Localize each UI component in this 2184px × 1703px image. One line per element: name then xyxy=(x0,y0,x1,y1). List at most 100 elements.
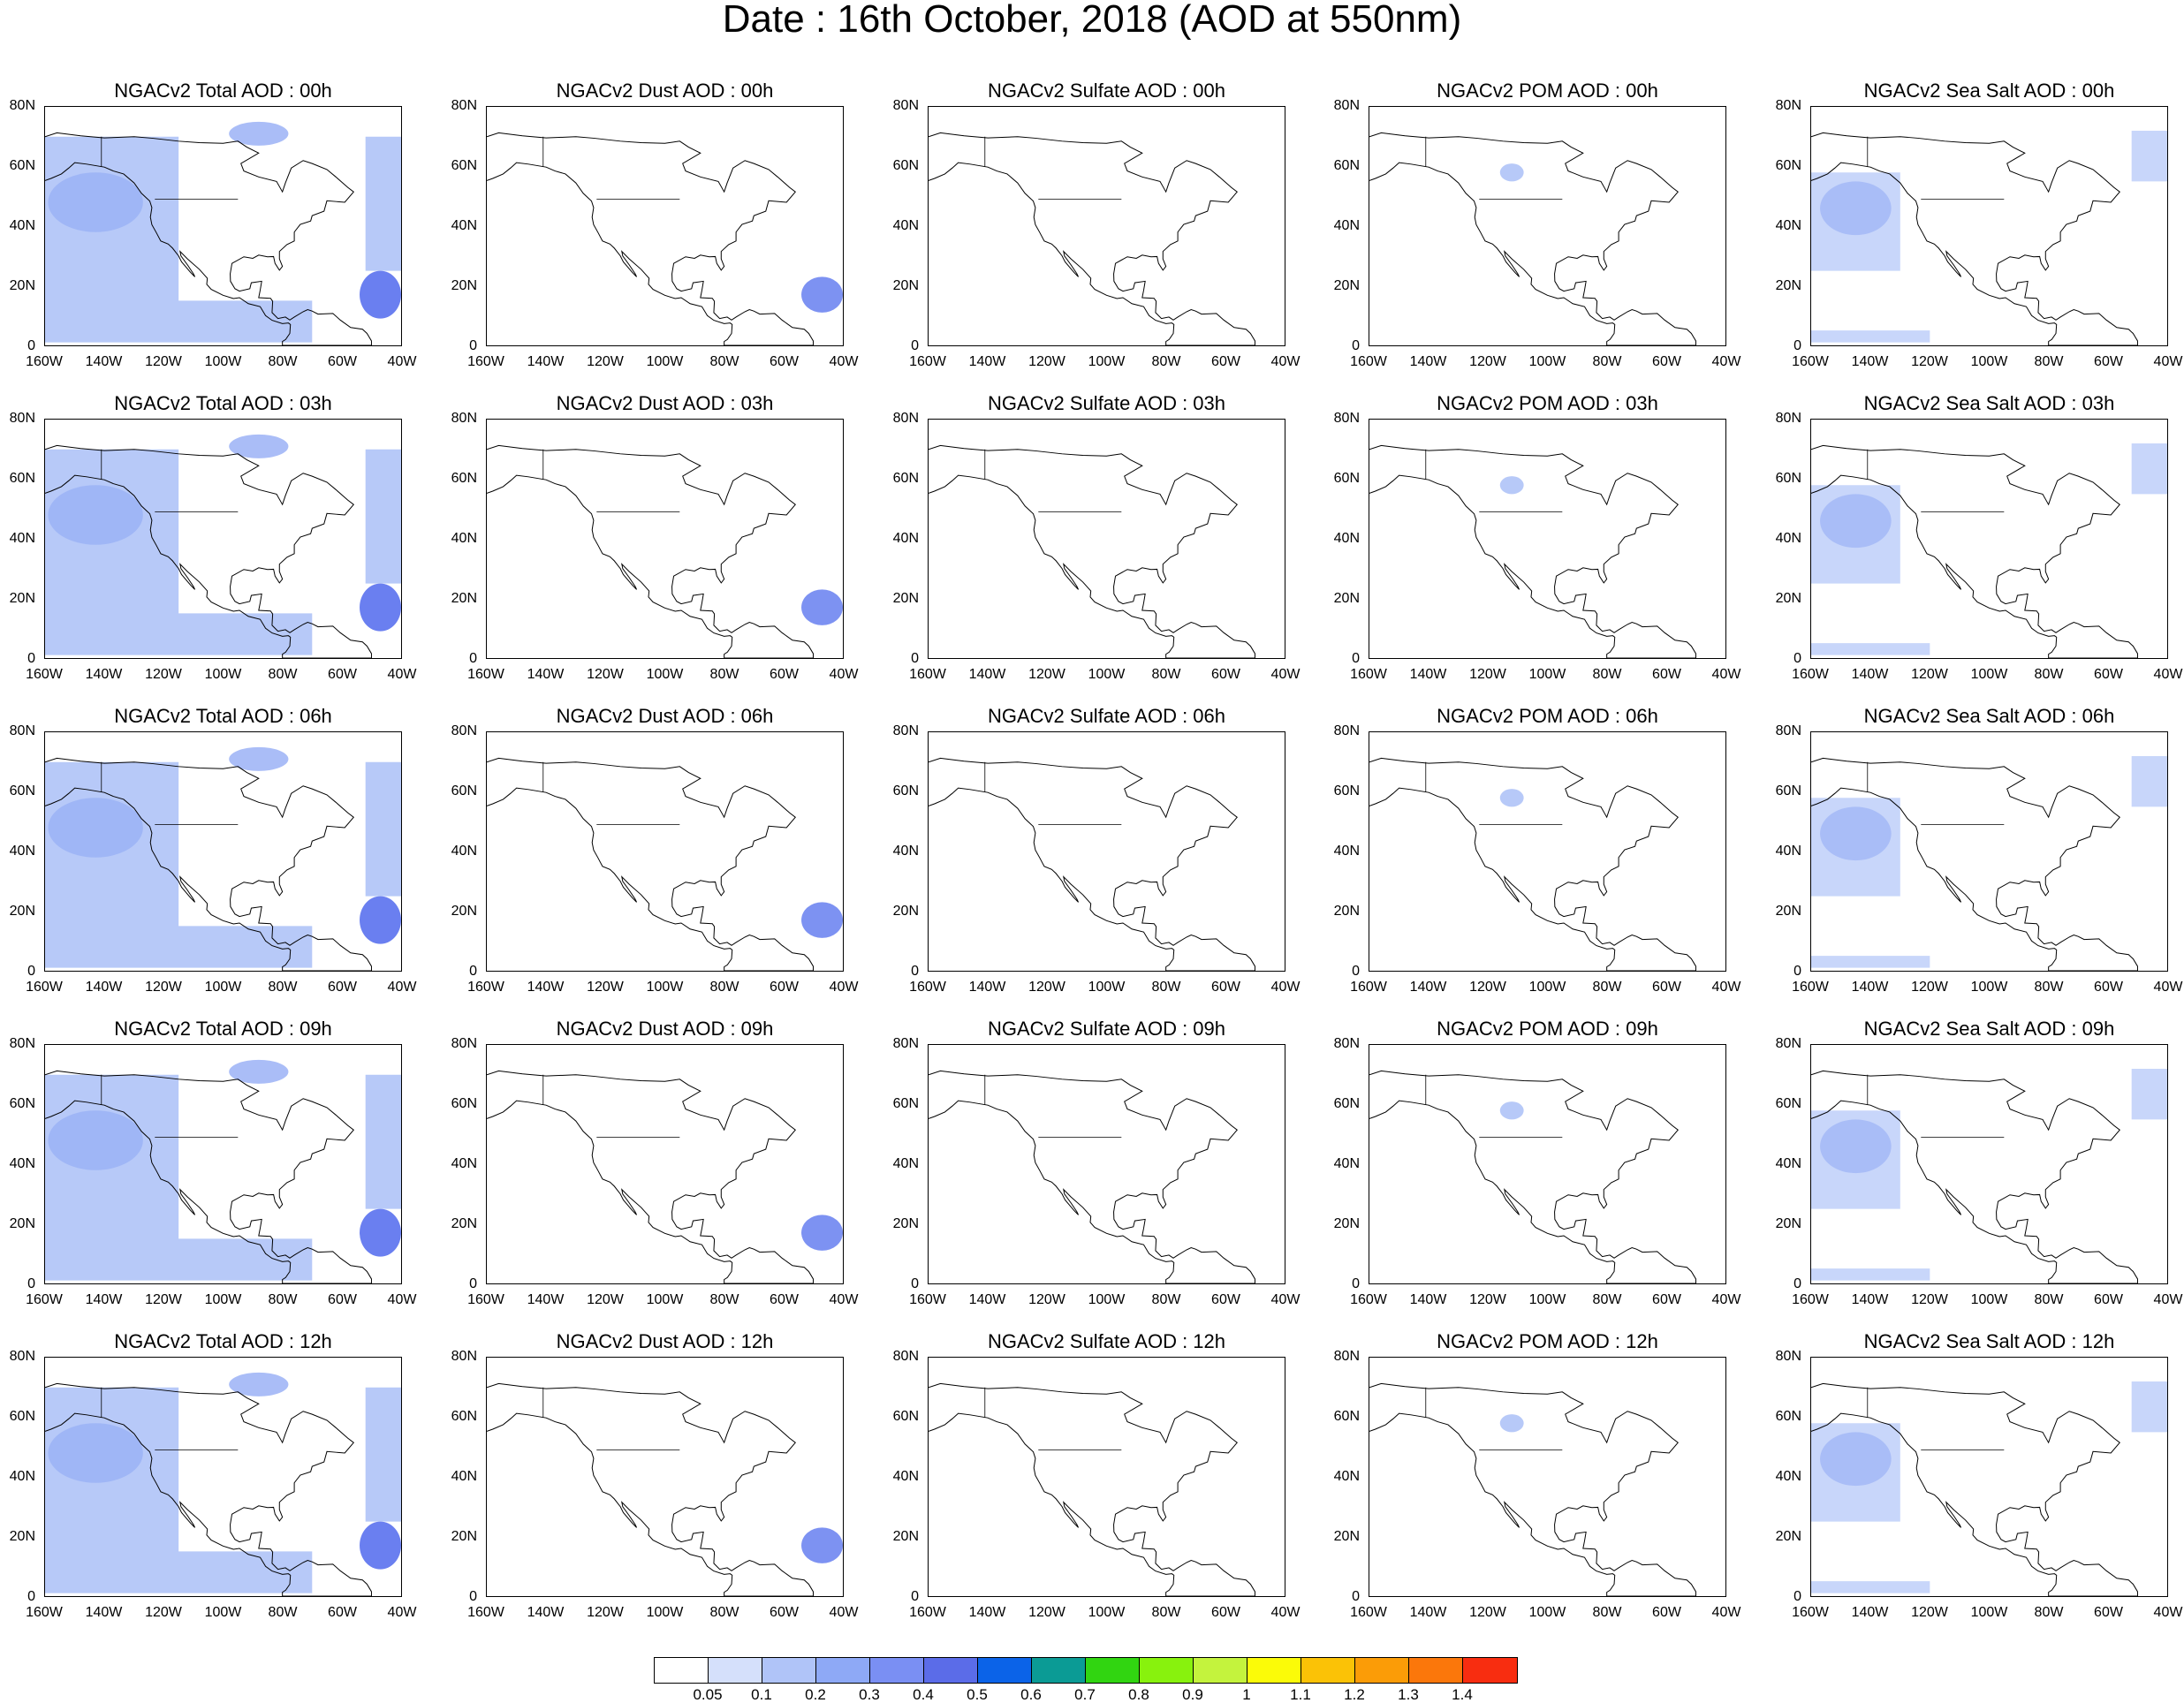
y-tick-label: 40N xyxy=(451,218,477,233)
map-area xyxy=(44,106,402,346)
y-tick-label: 60N xyxy=(1333,158,1360,173)
map-svg xyxy=(1369,444,1696,658)
map-panel: NGACv2 POM AOD : 03h 80N 60N 40N 20N 0 160W 140… xyxy=(1324,392,1763,701)
y-tick-label: 80N xyxy=(1333,723,1360,738)
colorbar-label: 0.3 xyxy=(859,1686,880,1703)
y-tick-label: 60N xyxy=(9,783,35,799)
y-tick-label: 0 xyxy=(1793,651,1801,666)
map-area xyxy=(1810,731,2168,972)
y-tick-label: 40N xyxy=(1333,531,1360,546)
map-panel: NGACv2 Total AOD : 06h 80N 60N 40N 20N 0 160W 1… xyxy=(0,705,438,1014)
map-svg xyxy=(1811,1381,2167,1596)
x-tick-label: 60W xyxy=(1652,1605,1681,1620)
map-panel: NGACv2 Sulfate AOD : 09h 80N 60N 40N 20N 0 160… xyxy=(883,1018,1322,1327)
map-svg xyxy=(1811,756,2167,971)
colorbar-label: 0.1 xyxy=(751,1686,772,1703)
y-tick-label: 40N xyxy=(892,1469,919,1484)
x-tick-label: 160W xyxy=(909,1292,946,1307)
y-tick-label: 80N xyxy=(892,1036,919,1051)
x-tick-label: 60W xyxy=(1211,667,1240,682)
y-tick-label: 40N xyxy=(1333,1156,1360,1171)
colorbar-box xyxy=(1032,1658,1086,1683)
coastline xyxy=(487,757,814,971)
aod-field xyxy=(801,902,843,938)
map-area xyxy=(928,106,1285,346)
x-tick-label: 160W xyxy=(1792,980,1829,995)
panel-title: NGACv2 Total AOD : 09h xyxy=(114,1018,332,1040)
x-tick-label: 100W xyxy=(204,1292,242,1307)
map-panel: NGACv2 Total AOD : 03h 80N 60N 40N 20N 0 160W 1… xyxy=(0,392,438,701)
aod-field xyxy=(801,276,843,313)
y-tick-label: 60N xyxy=(1333,1096,1360,1111)
x-tick-label: 60W xyxy=(770,980,799,995)
map-panel: NGACv2 Total AOD : 12h 80N 60N 40N 20N 0 160W 1… xyxy=(0,1330,438,1639)
x-tick-label: 80W xyxy=(709,980,739,995)
map-svg xyxy=(487,1382,843,1596)
x-tick-label: 140W xyxy=(527,667,565,682)
map-svg xyxy=(487,132,843,345)
x-tick-label: 100W xyxy=(204,354,242,369)
y-tick-label: 20N xyxy=(1333,1529,1360,1544)
x-tick-label: 160W xyxy=(1792,1292,1829,1307)
y-tick-label: 80N xyxy=(1775,723,1801,738)
x-tick-label: 100W xyxy=(204,980,242,995)
map-svg xyxy=(1369,757,1696,971)
coastline xyxy=(45,444,372,658)
map-area xyxy=(1369,731,1726,972)
y-tick-label: 20N xyxy=(892,1216,919,1231)
x-tick-label: 100W xyxy=(204,1605,242,1620)
panel-title: NGACv2 Dust AOD : 00h xyxy=(556,79,774,102)
colorbar-label: 0.6 xyxy=(1020,1686,1042,1703)
y-tick-label: 80N xyxy=(892,1349,919,1364)
x-tick-label: 100W xyxy=(204,667,242,682)
x-tick-label: 60W xyxy=(770,1292,799,1307)
y-tick-label: 20N xyxy=(892,278,919,293)
map-svg xyxy=(1369,1382,1696,1596)
map-panel: NGACv2 Sulfate AOD : 12h 80N 60N 40N 20N 0 160… xyxy=(883,1330,1322,1639)
map-area xyxy=(44,1357,402,1597)
colorbar-box xyxy=(709,1658,762,1683)
x-tick-label: 40W xyxy=(1270,980,1301,995)
x-tick-label: 60W xyxy=(1652,1292,1681,1307)
x-tick-label: 160W xyxy=(1350,980,1387,995)
coastline xyxy=(1369,132,1696,345)
x-tick-label: 160W xyxy=(1350,667,1387,682)
colorbar-box xyxy=(816,1658,870,1683)
x-tick-label: 120W xyxy=(1911,980,1948,995)
x-tick-label: 160W xyxy=(467,980,504,995)
y-tick-label: 0 xyxy=(1793,1589,1801,1604)
coastline xyxy=(487,132,814,345)
colorbar-box xyxy=(1301,1658,1355,1683)
y-tick-label: 80N xyxy=(1775,98,1801,113)
x-tick-label: 80W xyxy=(2034,980,2064,995)
x-tick-label: 140W xyxy=(85,1605,123,1620)
aod-field xyxy=(1499,476,1524,495)
x-tick-label: 100W xyxy=(1970,1605,2008,1620)
x-tick-label: 60W xyxy=(2094,1605,2123,1620)
y-tick-label: 0 xyxy=(911,1589,919,1604)
map-area xyxy=(486,731,844,972)
y-tick-label: 80N xyxy=(892,98,919,113)
y-tick-label: 60N xyxy=(9,471,35,486)
y-tick-label: 60N xyxy=(451,1409,477,1424)
map-area xyxy=(928,1044,1285,1284)
y-tick-label: 40N xyxy=(451,1156,477,1171)
panel-title: NGACv2 Sulfate AOD : 12h xyxy=(987,1330,1226,1352)
map-panel: NGACv2 Total AOD : 00h 80N 60N 40N 20N 0 160W 1… xyxy=(0,79,438,389)
x-tick-label: 80W xyxy=(1151,1292,1181,1307)
y-tick-label: 20N xyxy=(9,1216,35,1231)
map-svg xyxy=(929,1382,1255,1596)
panel-title: NGACv2 Sea Salt AOD : 03h xyxy=(1863,392,2115,414)
x-tick-label: 100W xyxy=(1528,980,1566,995)
coastline xyxy=(487,444,814,658)
y-tick-label: 60N xyxy=(892,783,919,799)
x-tick-label: 160W xyxy=(467,1292,504,1307)
panel-title: NGACv2 Total AOD : 06h xyxy=(114,705,332,727)
colorbar-box xyxy=(1463,1658,1517,1683)
y-tick-label: 80N xyxy=(1333,1036,1360,1051)
y-tick-label: 80N xyxy=(9,1036,35,1051)
panel-title: NGACv2 Dust AOD : 03h xyxy=(556,392,774,414)
panel-title: NGACv2 Dust AOD : 12h xyxy=(556,1330,774,1352)
y-tick-label: 80N xyxy=(451,98,477,113)
y-tick-label: 20N xyxy=(9,904,35,919)
